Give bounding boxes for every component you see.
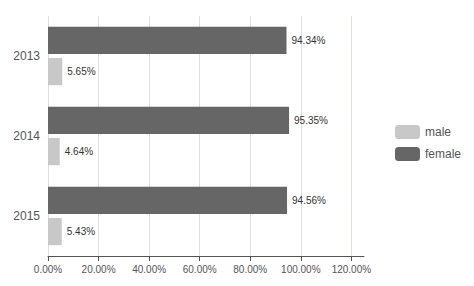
svg-text:80.00%: 80.00% <box>233 264 267 275</box>
svg-text:4.64%: 4.64% <box>65 146 93 157</box>
svg-text:60.00%: 60.00% <box>183 264 217 275</box>
svg-text:40.00%: 40.00% <box>132 264 166 275</box>
svg-text:female: female <box>425 147 461 161</box>
svg-text:2013: 2013 <box>13 49 40 63</box>
svg-text:100.00%: 100.00% <box>281 264 321 275</box>
svg-text:0.00%: 0.00% <box>34 264 62 275</box>
svg-text:2015: 2015 <box>13 209 40 223</box>
svg-text:2014: 2014 <box>13 129 40 143</box>
svg-text:95.35%: 95.35% <box>294 115 328 126</box>
svg-text:94.56%: 94.56% <box>292 195 326 206</box>
svg-text:120.00%: 120.00% <box>332 264 372 275</box>
svg-text:5.43%: 5.43% <box>67 226 95 237</box>
svg-text:94.34%: 94.34% <box>291 35 325 46</box>
svg-text:male: male <box>425 125 451 139</box>
svg-text:20.00%: 20.00% <box>82 264 116 275</box>
svg-text:5.65%: 5.65% <box>67 66 95 77</box>
